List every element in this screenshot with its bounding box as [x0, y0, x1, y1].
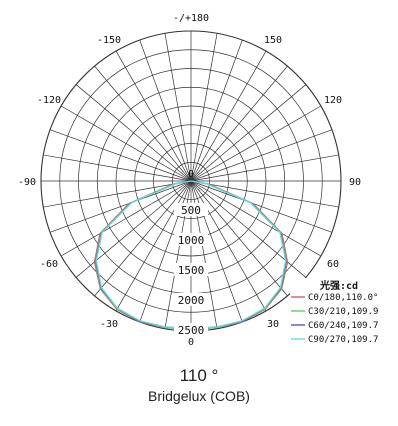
polar-grid [40, 30, 342, 332]
radial-label: 1500 [178, 264, 205, 277]
grid-spoke [49, 129, 192, 182]
grid-spoke [190, 33, 218, 182]
legend-unit: 光强:cd [319, 279, 358, 292]
angle-label: -30 [100, 319, 118, 330]
angle-label: 0 [188, 337, 194, 348]
grid-spoke [139, 39, 192, 182]
radial-label-bg [174, 203, 208, 216]
radial-label: 1000 [178, 234, 205, 247]
grid-spoke [190, 129, 333, 182]
grid-spoke [60, 180, 192, 257]
radial-label: 2500 [178, 324, 205, 337]
radial-label-bg [174, 323, 208, 336]
grid-spoke [164, 33, 192, 182]
legend-entry: C60/240,109.7 [308, 321, 378, 331]
radial-label-bg [174, 233, 208, 246]
angle-label: -150 [97, 35, 121, 46]
radial-label: 500 [181, 204, 201, 217]
grid-spoke [94, 65, 192, 182]
grid-spoke [190, 65, 288, 182]
grid-spoke [190, 84, 307, 182]
grid-spoke [190, 50, 267, 182]
grid-spoke [43, 180, 192, 208]
angle-label: -60 [40, 259, 58, 270]
angle-label: -90 [18, 177, 36, 188]
grid-spoke [190, 105, 322, 182]
model-caption: Bridgelux (COB) [148, 388, 250, 404]
grid-spoke [43, 154, 192, 182]
beam-angle-caption: 110 ° [179, 366, 219, 385]
angle-label: 0 [188, 169, 194, 180]
grid-spoke [115, 50, 192, 182]
legend-entry: C30/210,109.9 [308, 307, 378, 317]
legend-entry: C90/270,109.7 [308, 335, 378, 345]
grid-spoke [190, 180, 333, 233]
angle-label: 30 [267, 319, 279, 330]
angle-label: -120 [37, 95, 61, 106]
legend-entry: C0/180,110.0° [308, 293, 378, 303]
grid-spoke [94, 180, 192, 297]
radial-label: 2000 [178, 294, 205, 307]
polar-photometric-chart: 30 60 90 120 150 -/+180 -150 -120 -90 -60 -30 0 0 50… [17, 13, 398, 348]
radial-label-bg [174, 263, 208, 276]
radial-labels: 500 1000 1500 2000 2500 [174, 203, 208, 337]
grid-spoke [190, 180, 267, 312]
angle-label: -/+180 [173, 13, 209, 24]
grid-spoke [190, 154, 339, 182]
angle-label: 60 [327, 259, 339, 270]
grid-spoke [60, 105, 192, 182]
grid-spoke [75, 84, 192, 182]
grid-spoke [49, 180, 192, 233]
legend-box [290, 278, 398, 348]
grid-spoke [190, 180, 339, 208]
radial-label-bg [174, 293, 208, 306]
grid-spoke [190, 39, 243, 182]
angle-label: 150 [264, 35, 282, 46]
grid-spoke [190, 180, 322, 257]
angle-labels: 30 60 90 120 150 -/+180 -150 -120 -90 -60 -30 0 0 [18, 13, 361, 348]
angle-label: 90 [349, 177, 361, 188]
angle-label: 120 [324, 95, 342, 106]
grid-spoke [115, 180, 192, 312]
grid-spoke [190, 180, 288, 297]
